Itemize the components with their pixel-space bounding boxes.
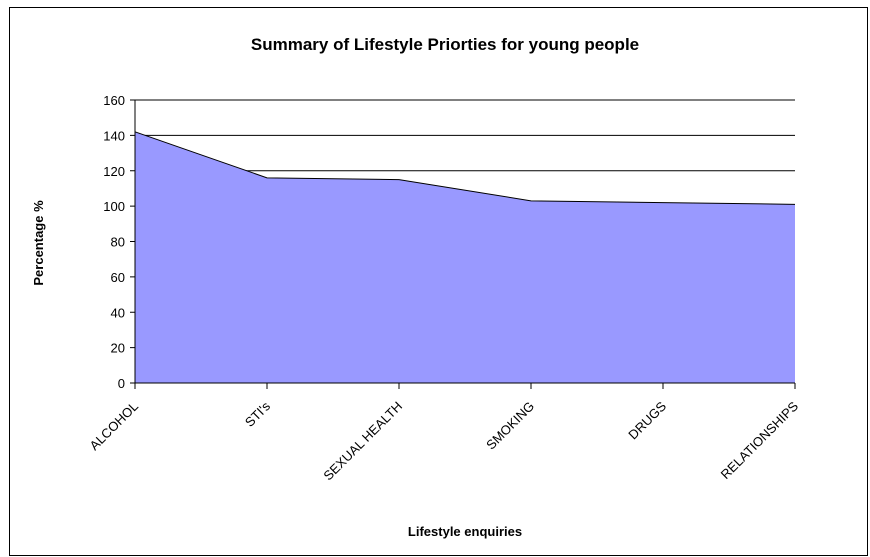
x-tick-label: SEXUAL HEALTH	[320, 399, 405, 484]
y-tick-label: 80	[111, 235, 125, 250]
x-tick-label: STI's	[242, 398, 274, 430]
x-tick-label: RELATIONSHIPS	[718, 398, 802, 482]
y-tick-label: 120	[103, 164, 125, 179]
y-axis-label: Percentage %	[31, 200, 46, 286]
series-area-fill	[135, 131, 795, 383]
x-tick-label: ALCOHOL	[87, 399, 142, 454]
x-axis-label: Lifestyle enquiries	[408, 524, 522, 539]
y-tick-label: 40	[111, 305, 125, 320]
y-tick-label: 60	[111, 270, 125, 285]
y-tick-label: 0	[118, 376, 125, 391]
y-tick-label: 100	[103, 199, 125, 214]
y-tick-label: 160	[103, 93, 125, 108]
series-line	[134, 131, 796, 205]
y-tick-label: 20	[111, 341, 125, 356]
chart-title: Summary of Lifestyle Priorties for young…	[251, 35, 639, 54]
x-tick-label: SMOKING	[483, 399, 537, 453]
x-tick-label: DRUGS	[625, 398, 669, 442]
y-tick-label: 140	[103, 128, 125, 143]
